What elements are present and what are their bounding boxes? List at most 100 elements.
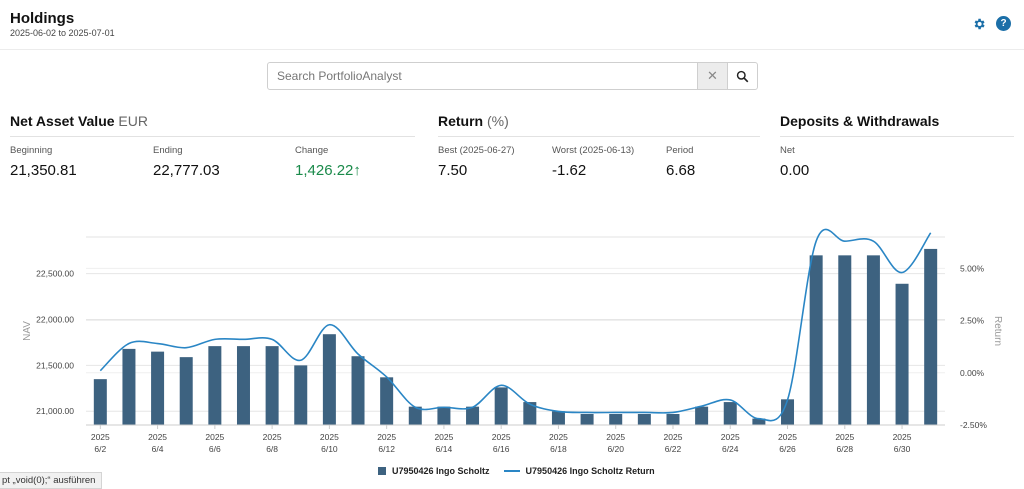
x-tick-date: 6/24 (722, 444, 739, 454)
metric-period: Period 6.68 (666, 145, 696, 179)
x-tick-year: 2025 (893, 432, 912, 442)
x-tick-date: 6/14 (436, 444, 453, 454)
x-tick-year: 2025 (549, 432, 568, 442)
y-tick-label: 22,500.00 (36, 269, 74, 279)
return-line (99, 228, 932, 422)
deposits-section: Deposits & Withdrawals Net 0.00 (780, 113, 1014, 179)
search-input[interactable] (268, 63, 697, 89)
y2-axis-label: Return (992, 316, 1003, 346)
nav-bar (666, 413, 680, 425)
y-tick-label: 21,000.00 (36, 406, 74, 416)
nav-bar (437, 406, 451, 425)
y-tick-label: 22,000.00 (36, 315, 74, 325)
x-tick-year: 2025 (664, 432, 683, 442)
nav-bar (866, 255, 880, 425)
nav-bar (351, 356, 365, 425)
y-tick-label: 21,500.00 (36, 360, 74, 370)
x-tick-date: 6/2 (94, 444, 106, 454)
x-tick-year: 2025 (606, 432, 625, 442)
nav-bar (322, 334, 336, 425)
nav-bar (723, 402, 737, 425)
nav-bar (208, 346, 222, 425)
nav-bar (637, 413, 651, 425)
return-section: Return (%) Best (2025-06-27) 7.50 Worst … (438, 113, 760, 179)
x-tick-year: 2025 (835, 432, 854, 442)
chart-legend: U7950426 Ingo Scholtz U7950426 Ingo Scho… (378, 466, 655, 476)
page-title: Holdings (10, 10, 75, 27)
nav-bar (695, 406, 709, 425)
y2-tick-label: 0.00% (960, 368, 985, 378)
nav-section: Net Asset Value EUR Beginning 21,350.81 … (10, 113, 415, 179)
y2-tick-label: -2.50% (960, 420, 987, 430)
clear-icon[interactable]: ✕ (697, 63, 727, 89)
nav-bar (551, 411, 565, 425)
metric-change: Change 1,426.22↑ (295, 145, 361, 179)
nav-bar (609, 413, 623, 425)
legend-item-nav[interactable]: U7950426 Ingo Scholtz (392, 466, 490, 476)
x-tick-year: 2025 (205, 432, 224, 442)
help-icon[interactable]: ? (996, 16, 1011, 31)
nav-bar (838, 255, 852, 425)
date-range: 2025-06-02 to 2025-07-01 (10, 28, 115, 38)
legend-bar-swatch (378, 467, 386, 475)
x-tick-date: 6/30 (894, 444, 911, 454)
x-tick-year: 2025 (721, 432, 740, 442)
metric-beginning: Beginning 21,350.81 (10, 145, 77, 179)
nav-bar (494, 387, 508, 425)
nav-bar (752, 418, 766, 425)
metric-best: Best (2025-06-27) 7.50 (438, 145, 515, 179)
metric-ending: Ending 22,777.03 (153, 145, 220, 179)
x-tick-date: 6/12 (378, 444, 395, 454)
nav-bar (179, 357, 193, 425)
nav-bar (294, 365, 308, 425)
x-tick-date: 6/28 (837, 444, 854, 454)
x-tick-date: 6/6 (209, 444, 221, 454)
y2-tick-label: 2.50% (960, 316, 985, 326)
x-tick-date: 6/16 (493, 444, 510, 454)
gear-icon[interactable] (971, 16, 986, 31)
x-tick-year: 2025 (492, 432, 511, 442)
x-tick-date: 6/22 (665, 444, 682, 454)
arrow-up-icon: ↑ (353, 162, 361, 179)
x-tick-year: 2025 (148, 432, 167, 442)
x-tick-year: 2025 (377, 432, 396, 442)
nav-bar (408, 406, 422, 425)
y-axis-label: NAV (22, 321, 33, 341)
x-tick-year: 2025 (434, 432, 453, 442)
nav-bar (265, 346, 279, 425)
nav-bar (122, 348, 136, 425)
x-tick-date: 6/20 (607, 444, 624, 454)
status-bar: pt „void(0);“ ausführen (0, 472, 103, 489)
holdings-chart: 21,000.00 21,500.00 22,000.00 22,500.00 -2.5… (22, 228, 1003, 454)
nav-section-title: Net Asset Value EUR (10, 113, 415, 137)
nav-bar (781, 399, 795, 425)
deposits-section-title: Deposits & Withdrawals (780, 113, 1014, 137)
search-bar: ✕ (267, 62, 758, 90)
nav-bar (466, 406, 480, 425)
metric-worst: Worst (2025-06-13) -1.62 (552, 145, 635, 179)
x-tick-date: 6/26 (779, 444, 796, 454)
x-tick-year: 2025 (263, 432, 282, 442)
nav-bar (93, 379, 107, 425)
x-tick-year: 2025 (91, 432, 110, 442)
page-header: Holdings 2025-06-02 to 2025-07-01 ? (0, 0, 1024, 50)
legend-item-return[interactable]: U7950426 Ingo Scholtz Return (525, 466, 655, 476)
return-section-title: Return (%) (438, 113, 760, 137)
search-icon[interactable] (727, 63, 757, 89)
nav-bar (151, 351, 165, 425)
metric-net: Net 0.00 (780, 145, 810, 179)
nav-bar (380, 377, 394, 425)
nav-bar (809, 255, 823, 425)
x-tick-date: 6/8 (266, 444, 278, 454)
legend-line-swatch (503, 470, 520, 472)
nav-bar (895, 283, 909, 425)
nav-bar (523, 402, 537, 425)
nav-bar (236, 346, 250, 425)
nav-currency: EUR (118, 113, 148, 129)
x-tick-year: 2025 (778, 432, 797, 442)
x-tick-date: 6/18 (550, 444, 567, 454)
y2-tick-label: 5.00% (960, 263, 985, 273)
x-tick-year: 2025 (320, 432, 339, 442)
x-tick-date: 6/10 (321, 444, 338, 454)
nav-bar (924, 248, 938, 425)
